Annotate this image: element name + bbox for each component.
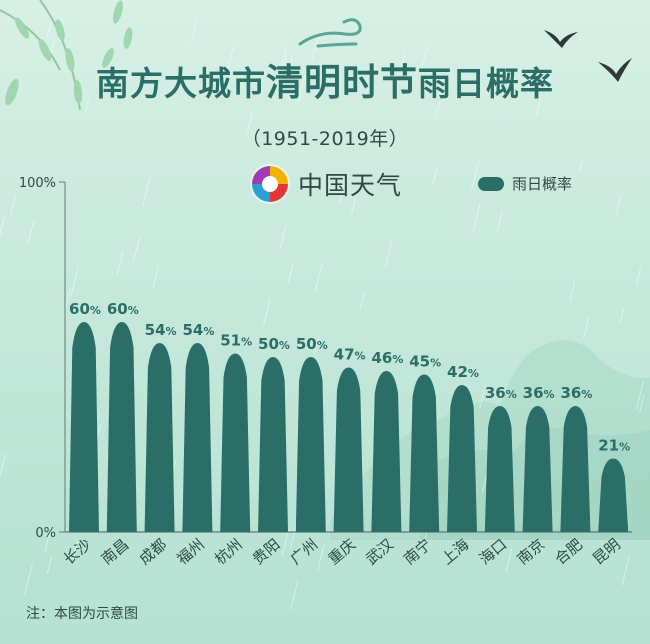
bar-7 — [295, 357, 326, 532]
category-label-8: 重庆 — [325, 535, 360, 568]
category-label-6: 贵阳 — [249, 535, 284, 568]
chart-subtitle: （1951-2019年） — [241, 128, 409, 150]
value-label-10: 45% — [409, 353, 441, 371]
value-label-3: 54% — [145, 321, 177, 339]
value-label-8: 47% — [334, 346, 366, 364]
value-label-5: 51% — [220, 332, 252, 350]
category-label-2: 南昌 — [98, 535, 133, 568]
category-label-15: 昆明 — [589, 535, 624, 568]
title-part-a: 南方大城市 — [96, 64, 266, 103]
value-label-1: 60% — [69, 300, 101, 318]
bar-10 — [409, 374, 440, 532]
value-label-7: 50% — [296, 335, 328, 353]
category-label-11: 上海 — [438, 535, 473, 568]
brand: 中国天气 — [248, 160, 402, 208]
bar-13 — [522, 406, 553, 532]
brand-name: 中国天气 — [298, 171, 403, 200]
value-label-13: 36% — [523, 384, 555, 402]
bar-15 — [598, 458, 629, 532]
title-part-b: 清明时节 — [266, 61, 418, 104]
value-label-12: 36% — [485, 384, 517, 402]
bar-14 — [560, 406, 591, 532]
bar-4 — [182, 343, 213, 532]
bar-3 — [144, 343, 175, 532]
bar-9 — [371, 371, 402, 532]
category-label-13: 南京 — [514, 535, 549, 568]
bar-12 — [484, 406, 515, 532]
value-label-11: 42% — [447, 363, 479, 381]
category-label-7: 广州 — [287, 535, 322, 568]
chart-title: 南方大城市清明时节雨日概率 — [0, 52, 650, 106]
value-label-2: 60% — [107, 300, 139, 318]
category-label-5: 杭州 — [211, 535, 246, 568]
legend-label: 雨日概率 — [512, 175, 573, 193]
bar-5 — [220, 353, 251, 532]
category-label-3: 成都 — [136, 535, 171, 568]
value-label-9: 46% — [371, 349, 403, 367]
bar-8 — [333, 367, 364, 532]
footnote: 注：本图为示意图 — [26, 606, 138, 622]
category-label-12: 海口 — [476, 535, 511, 568]
title-part-c: 雨日概率 — [418, 64, 554, 103]
bar-6 — [258, 357, 288, 532]
category-label-14: 合肥 — [551, 535, 586, 568]
value-label-14: 36% — [560, 384, 592, 402]
legend: 雨日概率 — [478, 173, 572, 194]
weather-china-logo-icon — [250, 164, 290, 204]
cloud-swirl-icon — [298, 18, 362, 48]
y-tick-label: 0% — [35, 526, 56, 541]
category-label-4: 福州 — [173, 535, 208, 568]
swallow-icon — [544, 30, 632, 82]
y-tick-label: 100% — [19, 176, 56, 191]
category-label-1: 长沙 — [60, 535, 95, 568]
bar-11 — [447, 385, 477, 532]
category-label-9: 武汉 — [362, 535, 397, 568]
value-label-6: 50% — [258, 335, 290, 353]
value-label-4: 54% — [182, 321, 214, 339]
category-label-10: 南宁 — [400, 535, 435, 568]
bar-2 — [106, 322, 137, 532]
willow-branch-icon — [0, 0, 133, 111]
bar-1 — [69, 322, 99, 532]
legend-swatch — [478, 176, 504, 191]
value-label-15: 21% — [598, 437, 630, 455]
